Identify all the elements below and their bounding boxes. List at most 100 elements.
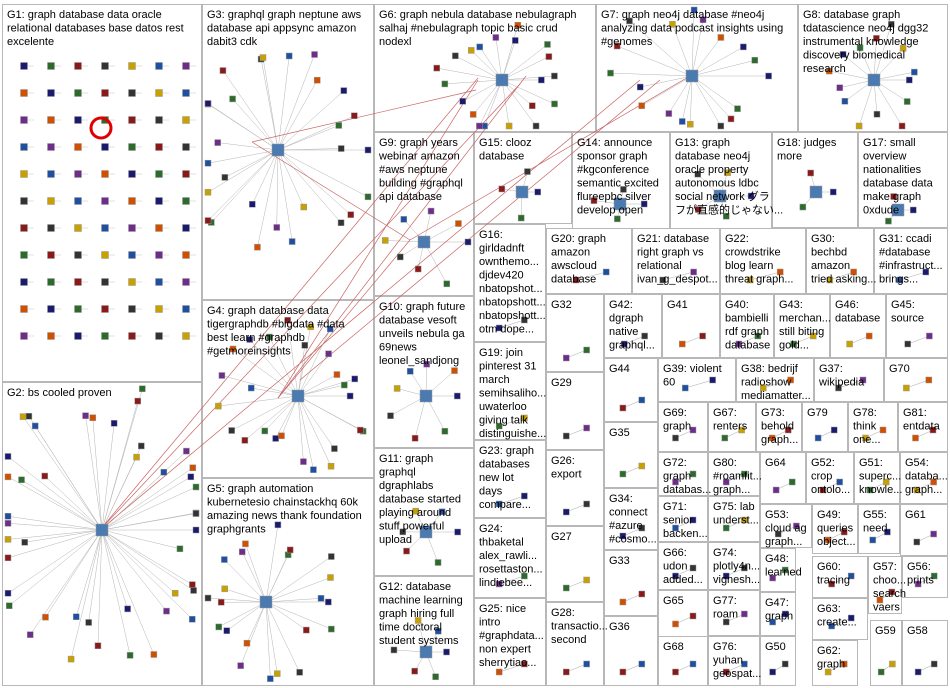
group-label-g21-line: right graph vs — [637, 247, 704, 259]
g5-edge — [265, 577, 331, 603]
g3-edge — [277, 149, 351, 215]
g4-edge — [297, 384, 345, 397]
g52-node — [819, 486, 827, 494]
g1-node — [101, 143, 109, 151]
group-label-g14-line: #kgconference — [577, 164, 649, 176]
g3-node — [204, 189, 212, 196]
group-panel-g29 — [546, 372, 604, 450]
g9-node — [382, 237, 389, 244]
group-label-g60-line: G60: — [817, 561, 841, 573]
group-label-g12-line: time doctoral — [379, 622, 442, 634]
g1-node — [155, 62, 163, 70]
group-label-g8-line: discovery biomedical — [803, 50, 905, 62]
g6-edge — [501, 56, 550, 81]
group-label-g25-line: intro — [479, 617, 500, 629]
group-panel-g60 — [812, 556, 868, 598]
g5-edge — [265, 549, 291, 603]
g6-node — [468, 47, 475, 54]
g2-edge — [7, 523, 103, 531]
g2-edge — [44, 475, 103, 531]
group-label-g81-line: G81: — [903, 407, 927, 419]
g1-node — [20, 224, 28, 232]
g1-node — [128, 197, 136, 205]
g4-edge — [244, 395, 299, 441]
group-label-g59-line: G59 — [875, 625, 896, 637]
group-label-g46-line: G46: — [835, 299, 859, 311]
g6-node — [469, 111, 477, 118]
group-label-g48-line: G48: — [765, 553, 789, 565]
g67-node — [721, 434, 729, 442]
g2-node — [192, 510, 200, 517]
g10-node — [411, 434, 419, 442]
group-label-g23-line: G23: graph — [479, 445, 534, 457]
g10-node — [451, 367, 458, 374]
g13-node — [694, 170, 701, 178]
g4-node — [284, 317, 291, 324]
g1-node — [20, 197, 28, 205]
g1-node — [101, 89, 109, 97]
g4-edge — [297, 374, 338, 397]
group-label-g69-line: graph — [663, 421, 691, 433]
group-label-g66-line: G66: — [663, 547, 687, 559]
g69-node — [689, 426, 697, 434]
g5-node — [242, 540, 249, 548]
group-label-g20-line: amazon — [551, 247, 590, 259]
group-label-g23-line: compare... — [479, 499, 531, 511]
g7-edge — [617, 45, 693, 77]
g57-node — [876, 596, 884, 604]
group-label-g5-line: G5: graph automation — [207, 483, 313, 495]
group-panel-g46 — [830, 294, 886, 358]
g2-node — [133, 453, 140, 461]
g2-node — [189, 615, 196, 623]
group-label-g19-line: distinguishe... — [479, 428, 546, 440]
g1-node — [128, 305, 136, 313]
group-label-g14-line: G14: announce — [577, 137, 652, 149]
g2-node — [31, 422, 39, 430]
g5-edge — [265, 556, 332, 603]
group-label-g9-line: G9: graph years — [379, 137, 458, 149]
g61-node — [930, 530, 937, 538]
g26-node — [563, 508, 570, 516]
g34-node — [619, 532, 627, 540]
group-label-g24-line: lindiebee... — [479, 577, 532, 589]
group-label-g54-line: graph... — [905, 484, 942, 496]
group-label-g13-line: autonomous ldbc — [675, 178, 759, 190]
g77-node — [741, 610, 748, 618]
g1-node — [155, 143, 163, 151]
g20-node — [602, 268, 610, 276]
group-label-g14-line: develop open — [577, 205, 643, 217]
g10-node — [423, 360, 430, 368]
g1-node — [182, 305, 190, 313]
g21-node — [659, 276, 667, 284]
group-label-g5-line: amazing news thank foundation — [207, 510, 362, 522]
g7-node — [679, 118, 686, 125]
g1-node — [101, 278, 109, 286]
g40-node — [754, 332, 762, 340]
group-label-g28-line: transactio... — [551, 621, 608, 633]
group-label-g71-line: senior — [663, 515, 693, 527]
g6-node — [433, 64, 440, 72]
g2-node — [192, 526, 200, 534]
group-label-g10-line: database vesoft — [379, 315, 457, 327]
g47-node — [781, 610, 789, 618]
group-label-g51-line: knowle... — [859, 484, 902, 496]
group-panel-g65 — [658, 590, 708, 638]
group-panel-g45 — [886, 294, 948, 358]
group-label-g22-line: blog learn — [725, 260, 773, 272]
g23-node — [495, 500, 503, 508]
g70-node — [925, 376, 933, 384]
g3-node — [229, 95, 236, 103]
group-label-g75-line: underst... — [713, 515, 759, 527]
g1-node — [182, 197, 190, 205]
g5-node — [328, 553, 335, 560]
g31-node — [896, 276, 904, 284]
group-label-g31-line: #database — [879, 247, 930, 259]
g8-node — [839, 51, 847, 58]
group-label-g31-line: brings... — [879, 274, 918, 286]
group-panel-g71 — [658, 496, 708, 542]
g2-edge — [97, 529, 103, 646]
group-label-g53-line: graph... — [765, 536, 802, 548]
group-panel-g39 — [658, 358, 736, 402]
g6-node — [459, 98, 466, 105]
g2-edge — [101, 529, 193, 620]
